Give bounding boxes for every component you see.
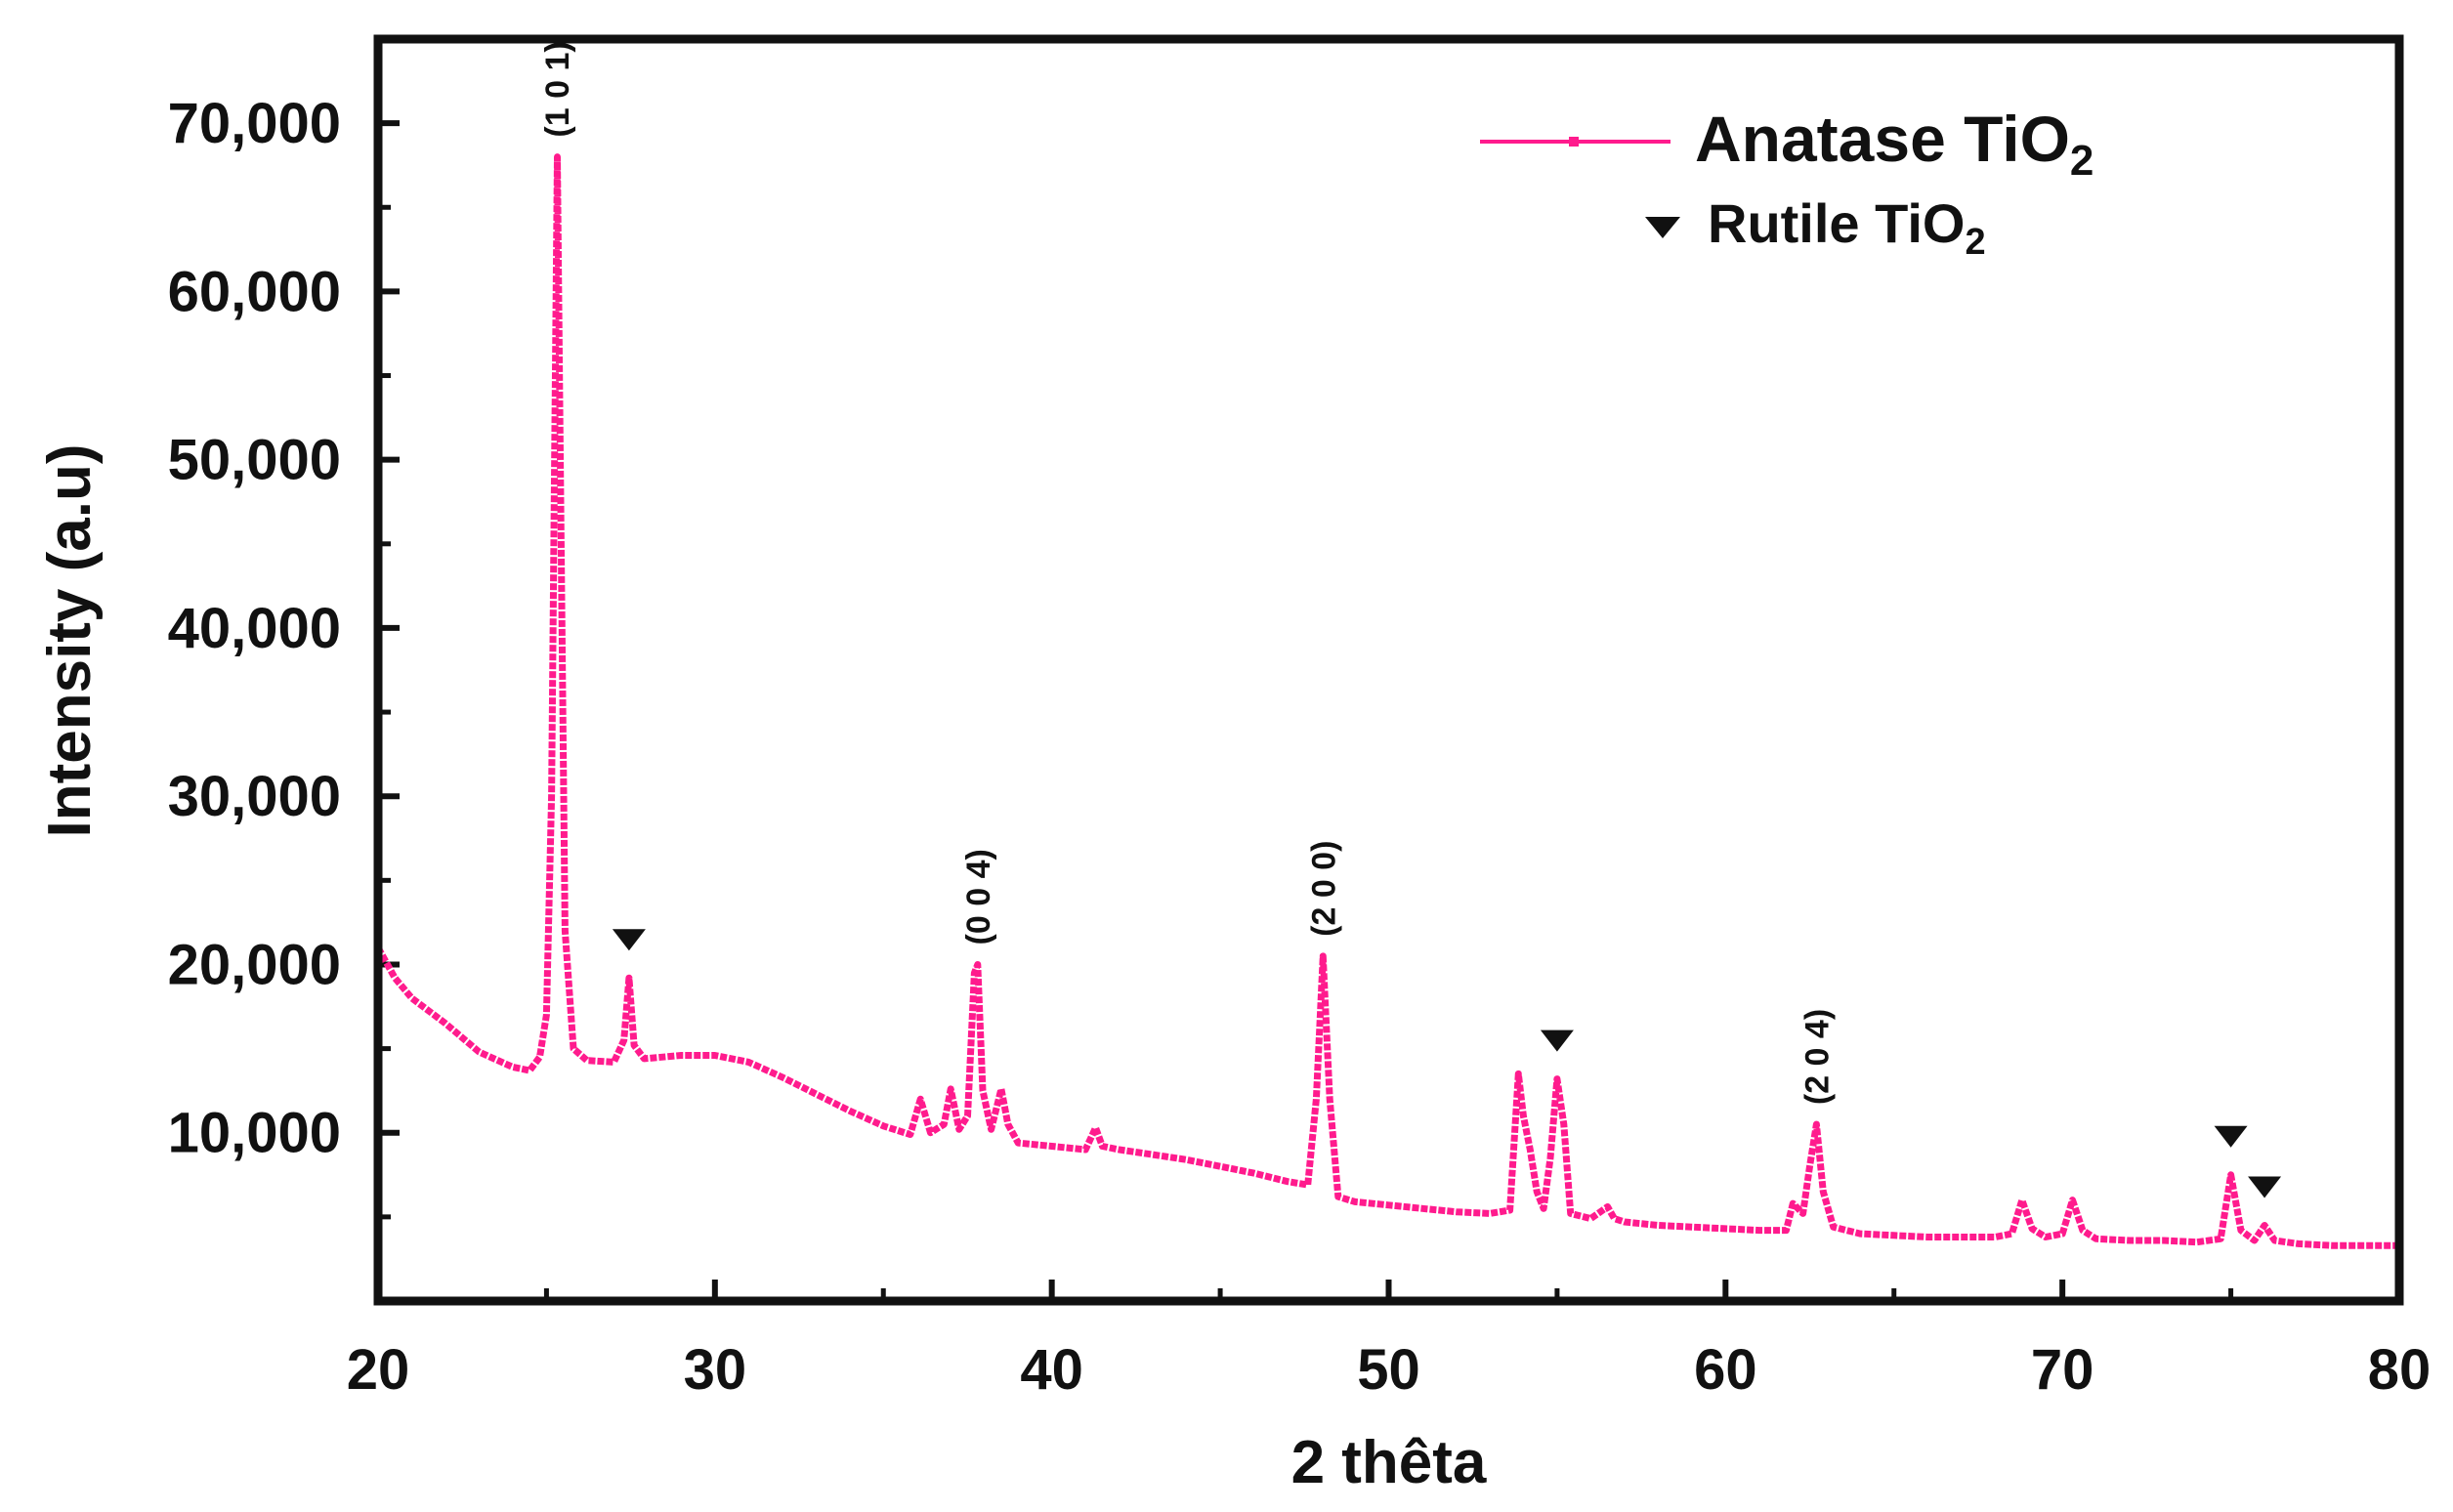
rutile-marker <box>2214 1125 2248 1148</box>
x-axis-title: 2 thêta <box>1291 1429 1487 1496</box>
x-tick-labels: 20 30 40 50 60 70 80 <box>347 1338 2432 1402</box>
y-tick-label: 10,000 <box>168 1102 341 1165</box>
rutile-marker <box>1540 1029 1574 1052</box>
y-tick-label: 60,000 <box>168 260 341 323</box>
y-tick-label: 50,000 <box>168 429 341 492</box>
rutile-marker <box>612 929 646 951</box>
x-tick-label: 50 <box>1357 1338 1420 1402</box>
legend-rutile-label: Rutile TiO2 <box>1708 192 1986 263</box>
plot-frame <box>373 34 2404 1306</box>
y-tick-label: 70,000 <box>168 92 341 155</box>
legend-anatase-marker <box>1569 137 1579 147</box>
y-tick-label: 20,000 <box>168 933 341 996</box>
axis-ticks <box>375 120 2402 1301</box>
series-line <box>374 153 2399 1249</box>
peak-annotation: (2 0 0) <box>1305 841 1342 937</box>
x-tick-label: 80 <box>2368 1338 2432 1402</box>
x-tick-label: 40 <box>1020 1338 1083 1402</box>
peak-annotation: (0 0 4) <box>960 849 997 945</box>
y-tick-label: 40,000 <box>168 597 341 660</box>
x-tick-label: 20 <box>347 1338 410 1402</box>
y-tick-labels: 10,000 20,000 30,000 40,000 50,000 60,000 70,0… <box>168 92 341 1165</box>
y-tick-label: 30,000 <box>168 765 341 828</box>
peak-annotations: (1 0 1) (0 0 4) (2 0 0) (2 0 4) <box>539 41 1837 1105</box>
legend-anatase-label: Anatase TiO2 <box>1695 103 2094 185</box>
x-tick-label: 70 <box>2031 1338 2094 1402</box>
peak-annotation: (1 0 1) <box>539 41 576 137</box>
legend: Anatase TiO2 Rutile TiO2 <box>1480 103 2094 263</box>
peak-annotation: (2 0 4) <box>1798 1009 1836 1105</box>
y-axis-title: Intensity (a.u) <box>36 443 104 837</box>
rutile-marker <box>2248 1176 2282 1198</box>
x-tick-label: 60 <box>1694 1338 1757 1402</box>
x-tick-label: 30 <box>684 1338 747 1402</box>
rutile-markers <box>612 929 2282 1198</box>
series-group <box>374 153 2399 1249</box>
legend-rutile-triangle <box>1645 217 1680 238</box>
